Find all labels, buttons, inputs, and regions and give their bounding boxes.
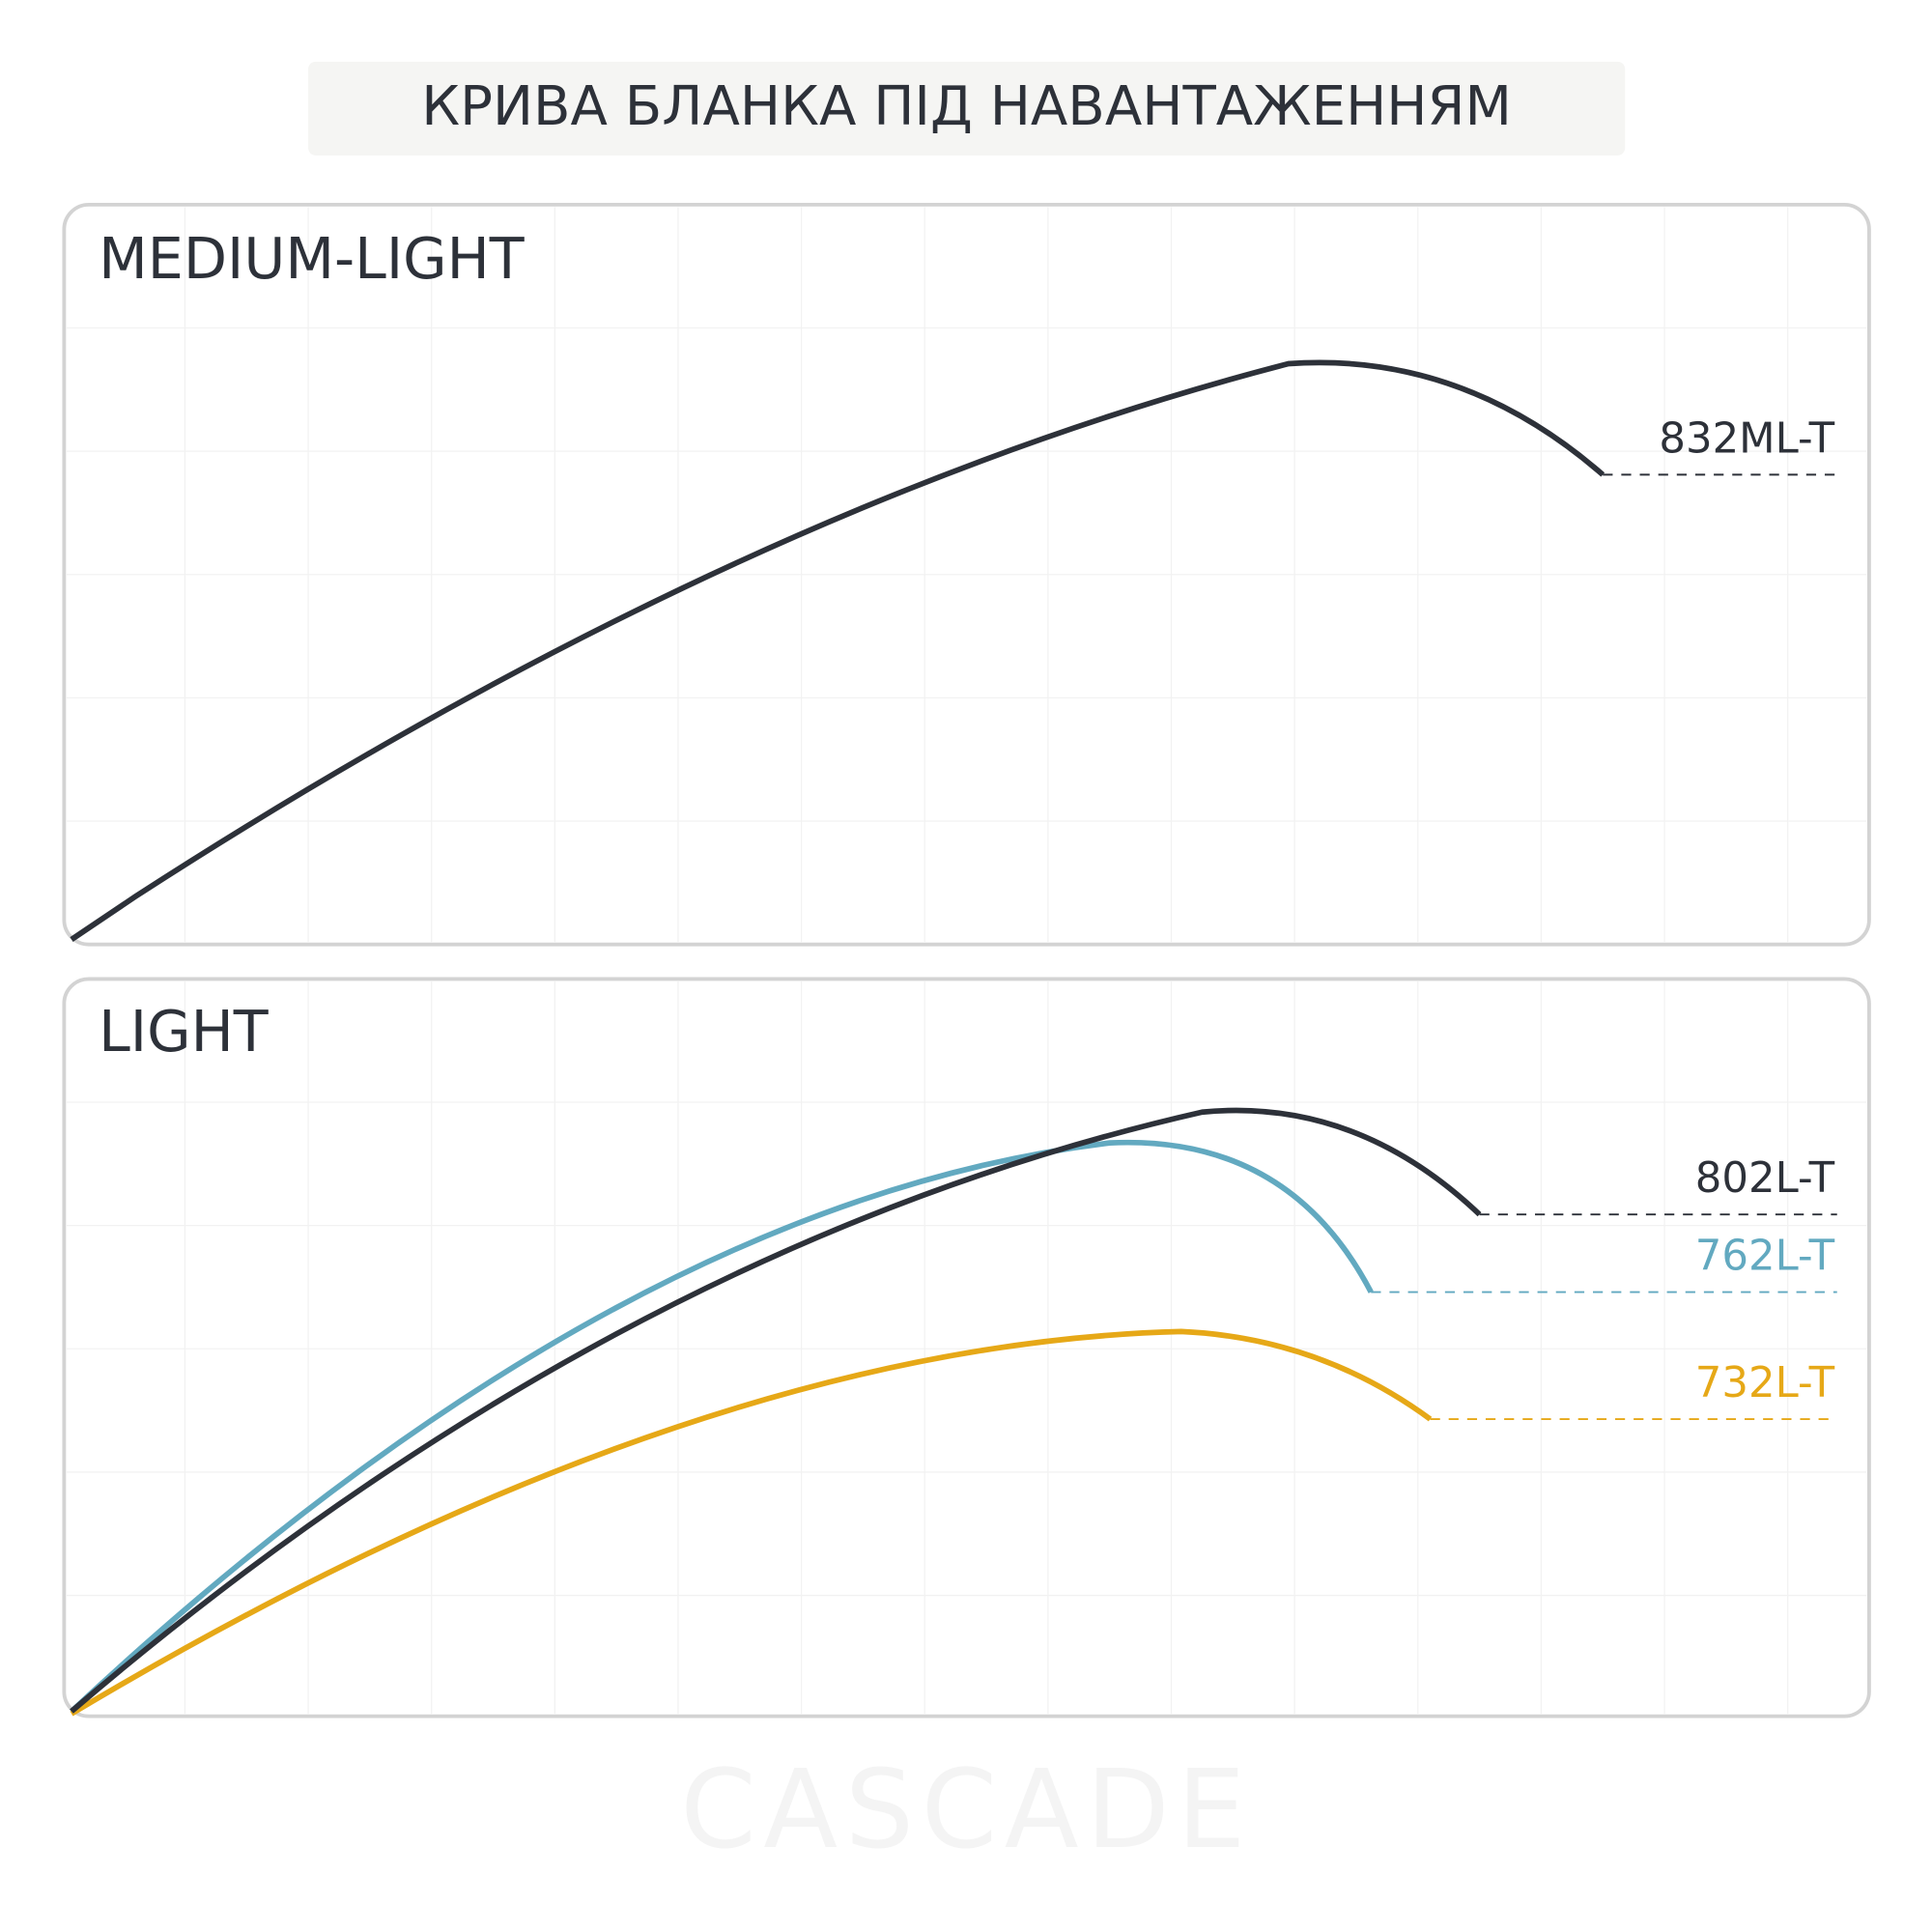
curve-label: 762L-T — [1695, 1233, 1835, 1281]
grid — [66, 980, 1867, 1715]
grid — [66, 207, 1867, 943]
curve — [70, 1107, 1482, 1714]
panel — [62, 977, 1871, 1719]
curve-label: 802L-T — [1695, 1154, 1835, 1203]
curve — [70, 359, 1605, 942]
title: КРИВА БЛАНКА ПІД НАВАНТАЖЕННЯМ — [421, 75, 1512, 138]
curve-label: 732L-T — [1695, 1359, 1835, 1407]
curve — [70, 1328, 1433, 1717]
curve-label: 832ML-T — [1659, 414, 1834, 463]
panel-title: MEDIUM-LIGHT — [99, 226, 526, 292]
curve — [70, 1139, 1374, 1714]
brand-watermark: CASCADE — [680, 1747, 1253, 1873]
panel-title: LIGHT — [99, 999, 270, 1065]
title-box — [308, 61, 1626, 156]
